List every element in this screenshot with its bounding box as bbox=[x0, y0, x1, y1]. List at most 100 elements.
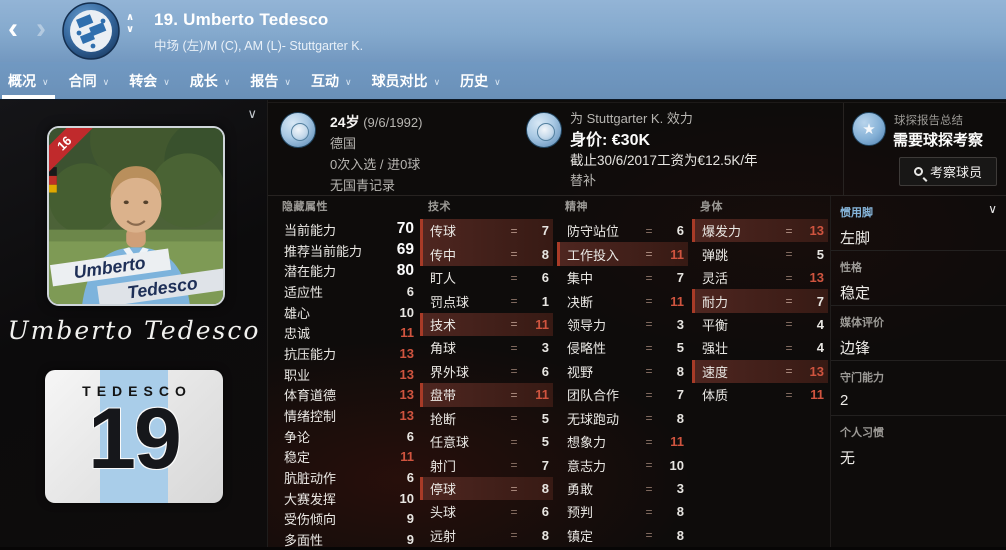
attribute-name: 大赛发挥 bbox=[284, 491, 337, 507]
attribute-row: 勇敢 = 3 bbox=[557, 477, 688, 500]
hidden-attribute-row: 情绪控制 13 bbox=[280, 405, 416, 426]
scout-report-heading: 球探报告总结 bbox=[894, 115, 963, 127]
player-club-line: 为 Stuttgarter K. 效力 bbox=[570, 111, 693, 126]
attribute-name: 肮脏动作 bbox=[284, 471, 337, 487]
tab-label: 球员对比 bbox=[371, 72, 428, 89]
attribute-value: 6 bbox=[676, 223, 684, 239]
equals-separator: = bbox=[510, 247, 518, 262]
equals-separator: = bbox=[645, 387, 653, 402]
player-age: 24岁 bbox=[330, 114, 360, 130]
attribute-name: 平衡 bbox=[702, 317, 729, 333]
chevron-down-icon: ∨ bbox=[284, 76, 291, 87]
equals-separator: = bbox=[645, 434, 653, 449]
hidden-attribute-row: 受伤倾向 9 bbox=[280, 509, 416, 530]
attribute-name: 工作投入 bbox=[567, 247, 620, 263]
hidden-attribute-row: 大赛发挥 10 bbox=[280, 488, 416, 509]
attribute-value: 80 bbox=[396, 261, 414, 279]
attribute-value: 3 bbox=[676, 316, 684, 332]
attribute-row: 耐力 = 7 bbox=[692, 289, 828, 313]
nav-tab[interactable]: 互动 ∨ bbox=[311, 62, 352, 99]
attribute-row: 集中 = 7 bbox=[557, 266, 688, 289]
attribute-row: 罚点球 = 1 bbox=[420, 289, 553, 312]
club-switcher[interactable]: ∧ ∨ bbox=[126, 13, 134, 35]
attribute-name: 情绪控制 bbox=[284, 409, 337, 425]
attribute-value: 5 bbox=[676, 340, 684, 356]
club-mini-badge-icon bbox=[526, 112, 562, 148]
scout-player-button[interactable]: 考察球员 bbox=[899, 157, 997, 186]
hidden-attribute-row: 抗压能力 13 bbox=[280, 343, 416, 364]
equals-separator: = bbox=[785, 340, 793, 355]
attribute-name: 体质 bbox=[702, 388, 729, 404]
media-description-label: 媒体评价 bbox=[840, 317, 884, 329]
nav-tab[interactable]: 报告 ∨ bbox=[250, 62, 291, 99]
attribute-value: 8 bbox=[541, 481, 549, 497]
tab-label: 概况 bbox=[8, 72, 36, 89]
equals-separator: = bbox=[645, 270, 653, 285]
player-photo: Umberto Tedesco 16 bbox=[47, 126, 225, 306]
attribute-name: 预判 bbox=[567, 505, 594, 521]
divider bbox=[268, 195, 1006, 196]
attribute-row: 速度 = 13 bbox=[692, 359, 828, 384]
back-button[interactable]: ‹ bbox=[8, 12, 18, 45]
nav-tab[interactable]: 概况 ∨ bbox=[2, 62, 55, 99]
equals-separator: = bbox=[510, 481, 518, 496]
attribute-name: 领导力 bbox=[567, 317, 607, 333]
panel-chevron-down-icon[interactable]: ∨ bbox=[247, 106, 257, 121]
chevron-up-icon[interactable]: ∧ bbox=[126, 12, 135, 23]
attribute-row: 盘带 = 11 bbox=[420, 383, 553, 407]
attribute-name: 勇敢 bbox=[567, 482, 594, 498]
attribute-name: 推荐当前能力 bbox=[284, 243, 363, 259]
attribute-value: 13 bbox=[399, 345, 414, 361]
attribute-name: 防守站位 bbox=[567, 224, 620, 240]
equals-separator: = bbox=[510, 504, 518, 519]
nav-tab[interactable]: 球员对比 ∨ bbox=[372, 62, 441, 99]
nav-tab[interactable]: 转会 ∨ bbox=[129, 62, 170, 99]
attribute-row: 镇定 = 8 bbox=[557, 524, 688, 547]
column-heading: 隐藏属性 bbox=[282, 201, 328, 213]
attribute-value: 5 bbox=[816, 246, 824, 262]
preferred-foot-value: 左脚 bbox=[840, 230, 871, 247]
chevron-down-icon[interactable]: ∨ bbox=[126, 24, 135, 35]
attribute-row: 团队合作 = 7 bbox=[557, 383, 688, 406]
nav-tab[interactable]: 历史 ∨ bbox=[460, 62, 501, 99]
attribute-value: 6 bbox=[406, 283, 414, 299]
tab-bar: 概况 ∨ 合同 ∨ 转会 ∨ 成长 ∨ 报告 ∨ 互动 ∨ 球员对比 ∨ 历史 … bbox=[0, 62, 1006, 100]
attribute-value: 10 bbox=[399, 490, 414, 506]
mental-attributes-column: 精神 防守站位 = 6 工作投入 = 11 集中 = 7 决断 = 11 领导力… bbox=[557, 198, 688, 547]
scout-star-icon: ★ bbox=[852, 112, 886, 146]
club-badge[interactable] bbox=[62, 2, 120, 60]
nav-tab[interactable]: 成长 ∨ bbox=[190, 62, 231, 99]
shirt-stripe bbox=[100, 370, 168, 503]
hidden-attribute-row: 适应性 6 bbox=[280, 281, 416, 302]
section-chevron-down-icon[interactable]: ∨ bbox=[988, 202, 997, 216]
forward-button[interactable]: › bbox=[36, 12, 46, 45]
attribute-value: 9 bbox=[406, 511, 414, 527]
goalkeeping-label: 守门能力 bbox=[840, 372, 884, 384]
player-position-club: 中场 (左)/M (C), AM (L)- Stuttgarter K. bbox=[154, 39, 364, 53]
attribute-name: 头球 bbox=[430, 505, 457, 521]
tab-label: 转会 bbox=[129, 72, 158, 89]
attribute-name: 视野 bbox=[567, 364, 594, 380]
equals-separator: = bbox=[645, 247, 653, 262]
attribute-value: 69 bbox=[396, 241, 414, 259]
attribute-value: 5 bbox=[541, 410, 549, 426]
attribute-row: 角球 = 3 bbox=[420, 336, 553, 359]
attribute-name: 抢断 bbox=[430, 411, 457, 427]
player-visual-panel: ∨ Umberto Tedesco bbox=[0, 100, 268, 547]
photo-year-ribbon: 16 bbox=[49, 128, 100, 179]
equals-separator: = bbox=[510, 411, 518, 426]
content-background bbox=[268, 100, 1006, 547]
attribute-value: 3 bbox=[541, 340, 549, 356]
attribute-value: 11 bbox=[670, 293, 684, 309]
equals-separator: = bbox=[510, 317, 518, 332]
star-icon: ★ bbox=[862, 121, 876, 138]
scout-button-label: 考察球员 bbox=[929, 165, 982, 180]
attribute-row: 平衡 = 4 bbox=[692, 313, 828, 336]
equals-separator: = bbox=[645, 364, 653, 379]
attribute-row: 工作投入 = 11 bbox=[557, 242, 688, 266]
player-value: 身价: €30K bbox=[570, 132, 651, 149]
attribute-value: 13 bbox=[809, 363, 824, 379]
hidden-attribute-row: 雄心 10 bbox=[280, 302, 416, 323]
nav-tab[interactable]: 合同 ∨ bbox=[69, 62, 110, 99]
page-title: 19. Umberto Tedesco bbox=[154, 10, 329, 29]
